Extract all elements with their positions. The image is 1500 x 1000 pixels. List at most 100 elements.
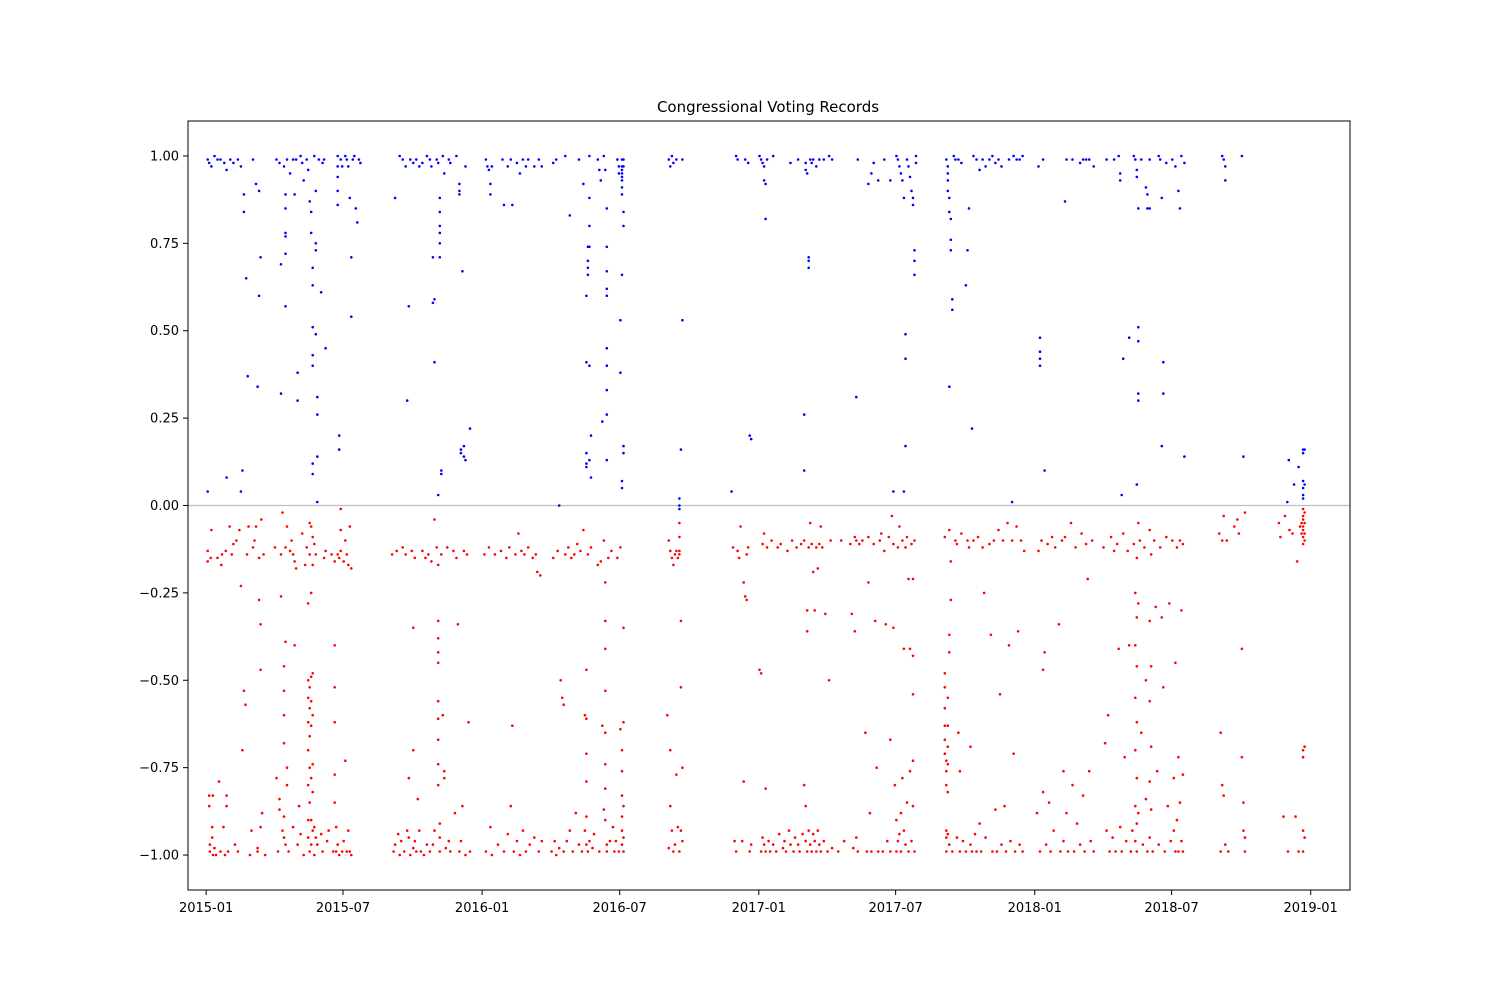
blue-data-point (484, 158, 488, 161)
red-data-point (945, 783, 948, 787)
blue-data-point (810, 161, 813, 165)
blue-data-point (509, 158, 513, 161)
red-data-point (1162, 686, 1165, 689)
blue-data-point (667, 158, 671, 161)
red-data-point (211, 853, 215, 857)
red-data-point (562, 703, 565, 706)
red-data-point (1016, 630, 1020, 633)
blue-data-point (314, 242, 318, 245)
red-data-point (908, 769, 912, 773)
red-data-point (293, 644, 296, 647)
red-data-point (905, 535, 909, 539)
red-data-point (795, 546, 798, 549)
red-data-point (528, 843, 531, 846)
blue-data-point (236, 158, 240, 161)
red-data-point (487, 546, 491, 549)
red-data-point (282, 689, 286, 693)
red-data-point (610, 549, 613, 553)
blue-data-point (1015, 158, 1018, 161)
red-data-point (678, 549, 681, 553)
blue-data-point (605, 245, 609, 249)
red-data-point (872, 542, 875, 546)
blue-data-point (678, 504, 681, 507)
red-data-point (1301, 542, 1305, 546)
red-data-point (1062, 769, 1065, 773)
blue-data-point (433, 360, 436, 364)
blue-data-point (620, 172, 624, 175)
red-data-point (605, 850, 609, 853)
red-data-point (241, 748, 244, 752)
red-data-point (943, 752, 947, 755)
red-data-point (901, 539, 904, 542)
red-data-point (499, 549, 503, 553)
x-tick-label: 2018-01 (1008, 901, 1062, 916)
red-data-point (1118, 825, 1122, 829)
red-data-point (297, 804, 301, 808)
blue-data-point (246, 374, 249, 378)
red-data-point (669, 804, 672, 808)
plot-frame (187, 120, 1351, 891)
red-data-point (306, 748, 310, 752)
red-data-point (913, 850, 916, 853)
blue-data-point (1137, 399, 1140, 402)
red-data-point (1117, 647, 1120, 651)
blue-data-point (213, 154, 216, 158)
red-data-point (311, 713, 315, 717)
red-data-point (796, 843, 800, 846)
red-data-point (253, 539, 256, 542)
blue-data-point (804, 161, 807, 165)
red-data-point (554, 853, 558, 857)
blue-data-point (1148, 207, 1151, 210)
red-data-point (337, 556, 341, 560)
red-data-point (884, 623, 888, 626)
blue-data-point (459, 448, 463, 451)
blue-data-point (405, 399, 409, 402)
red-data-point (570, 556, 573, 560)
red-data-point (443, 769, 446, 773)
red-data-point (810, 850, 813, 853)
red-data-point (904, 843, 907, 846)
red-data-point (799, 542, 803, 546)
red-data-point (1003, 804, 1006, 808)
red-data-point (673, 843, 677, 846)
red-data-point (898, 525, 901, 528)
red-data-point (745, 598, 748, 602)
blue-data-point (981, 158, 984, 161)
red-data-point (1084, 542, 1088, 546)
blue-data-point (216, 158, 219, 161)
blue-data-point (316, 413, 319, 416)
blue-data-point (1112, 158, 1116, 161)
red-data-point (413, 839, 417, 843)
blue-data-point (515, 161, 519, 165)
red-data-point (1301, 850, 1305, 853)
red-data-point (1120, 850, 1123, 853)
red-data-point (1111, 836, 1114, 839)
blue-data-point (1010, 500, 1014, 504)
blue-data-point (299, 154, 302, 158)
blue-data-point (605, 388, 609, 392)
red-data-point (801, 832, 804, 836)
blue-data-point (284, 207, 287, 210)
red-data-point (617, 850, 621, 853)
blue-data-point (314, 189, 318, 193)
red-data-point (679, 829, 683, 832)
red-data-point (1240, 647, 1244, 651)
blue-data-point (896, 158, 900, 161)
red-data-point (829, 539, 832, 542)
blue-data-point (401, 158, 405, 161)
red-data-point (1041, 790, 1045, 794)
blue-data-point (1137, 339, 1140, 343)
blue-data-point (811, 158, 815, 161)
blue-data-point (586, 266, 590, 270)
red-data-point (589, 546, 593, 549)
red-data-point (458, 850, 461, 853)
blue-data-point (620, 175, 624, 179)
red-data-point (982, 591, 986, 595)
blue-data-point (1180, 154, 1183, 158)
red-data-point (792, 850, 795, 853)
red-data-point (896, 546, 900, 549)
red-data-point (748, 850, 751, 853)
blue-data-point (1000, 165, 1003, 168)
red-data-point (839, 539, 843, 542)
